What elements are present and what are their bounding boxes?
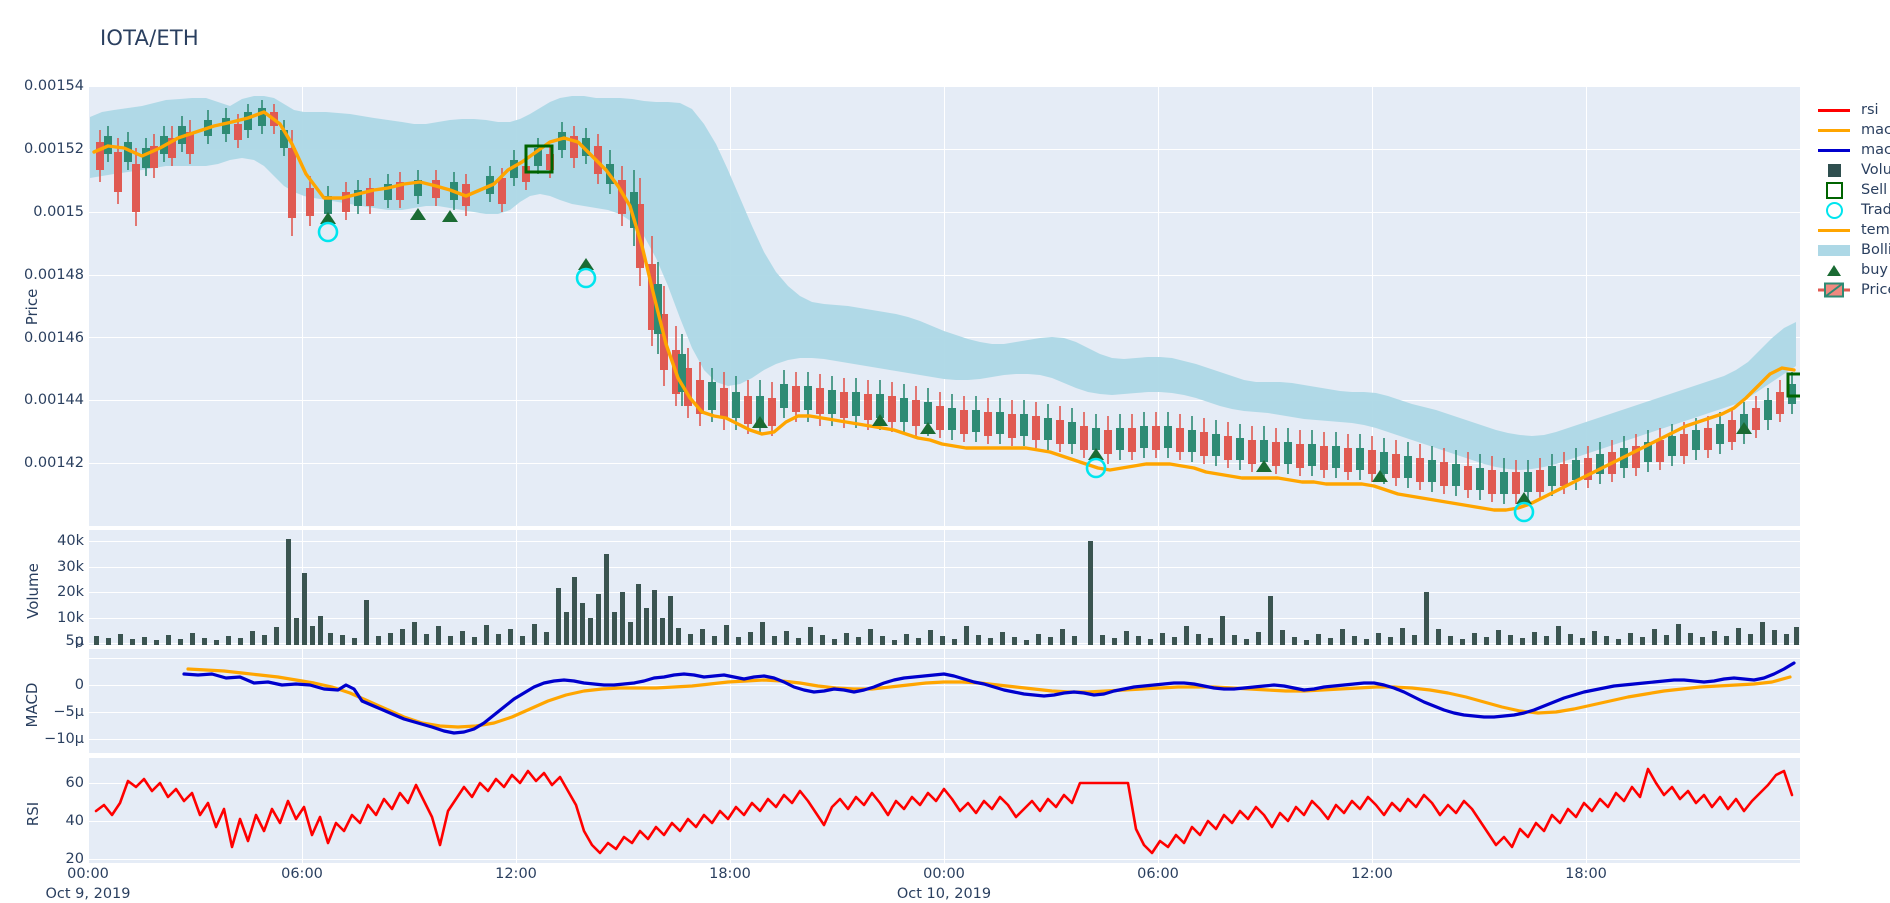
sell-profit-markers [524, 144, 1800, 398]
line-swatch-icon [1813, 100, 1855, 120]
buy-markers [320, 208, 1752, 504]
legend-item-macdsignal[interactable]: macdsignal [1813, 120, 1890, 140]
legend-label-sell-profit: Sell - Profit [1861, 182, 1890, 198]
chart-legend: rsi macdsignal macd Volume Sell - Profit… [1813, 100, 1890, 300]
legend-item-trade-buy[interactable]: Trade buy [1813, 200, 1890, 220]
legend-item-buy[interactable]: buy [1813, 260, 1890, 280]
ytick-volume-3: 10k [57, 610, 84, 626]
price-axis-label: Price [23, 288, 41, 326]
legend-label-trade-buy: Trade buy [1861, 202, 1890, 218]
legend-label-macdsignal: macdsignal [1861, 122, 1890, 138]
ytick-volume-4: 0 [74, 635, 84, 651]
line-swatch-icon [1813, 220, 1855, 240]
ytick-volume-0: 40k [57, 533, 84, 549]
ytick-price-1: 0.00152 [24, 141, 84, 157]
ytick-volume-2: 20k [57, 584, 84, 600]
legend-label-macd: macd [1861, 142, 1890, 158]
bollinger-band-area [90, 96, 1796, 470]
volume-bars-layer [94, 539, 1799, 645]
legend-item-macd[interactable]: macd [1813, 140, 1890, 160]
ytick-price-0: 0.00154 [24, 78, 84, 94]
ytick-macd-1: 0 [74, 677, 84, 693]
macd-lines-layer [182, 661, 1796, 735]
xtick-0: 00:00 [67, 866, 109, 882]
legend-label-rsi: rsi [1861, 102, 1879, 118]
ytick-macd-3: −10µ [44, 731, 84, 747]
ytick-price-5: 0.00144 [24, 392, 84, 408]
open-circle-swatch-icon [1813, 200, 1855, 220]
xdate-label-1: Oct 10, 2019 [896, 886, 992, 902]
ytick-price-6: 0.00142 [24, 455, 84, 471]
legend-item-bollinger-band[interactable]: Bollinger Band [1813, 240, 1890, 260]
macd-axis-label: MACD [23, 682, 41, 728]
legend-label-price: Price [1861, 282, 1890, 298]
legend-item-price[interactable]: Price [1813, 280, 1890, 300]
macd-subplot [88, 649, 1800, 753]
line-swatch-icon [1813, 120, 1855, 140]
xtick-5: 06:00 [1137, 866, 1179, 882]
xdate-label-0: Oct 9, 2019 [45, 886, 131, 902]
line-swatch-icon [1813, 140, 1855, 160]
triangle-up-swatch-icon [1813, 260, 1855, 280]
legend-item-volume[interactable]: Volume [1813, 160, 1890, 180]
rsi-line [94, 767, 1794, 855]
trade-buy-markers [317, 221, 1535, 523]
price-subplot [88, 86, 1800, 526]
ytick-rsi-0: 60 [65, 775, 84, 791]
ytick-macd-0: 5µ [65, 633, 84, 649]
xtick-3: 18:00 [709, 866, 751, 882]
ytick-macd-2: −5µ [53, 704, 84, 720]
macd-line [182, 661, 1796, 735]
band-swatch-icon [1813, 240, 1855, 260]
rsi-line-layer [94, 767, 1794, 855]
legend-label-volume: Volume [1861, 162, 1890, 178]
ytick-price-2: 0.0015 [33, 204, 84, 220]
xtick-4: 00:00 [923, 866, 965, 882]
candlestick-swatch-icon [1813, 280, 1855, 300]
ytick-rsi-2: 20 [65, 851, 84, 867]
ytick-price-4: 0.00146 [24, 330, 84, 346]
xtick-6: 12:00 [1351, 866, 1393, 882]
filled-square-swatch-icon [1813, 160, 1855, 180]
legend-label-buy: buy [1861, 262, 1888, 278]
rsi-subplot [88, 757, 1800, 863]
macdsignal-line [186, 667, 1792, 729]
xtick-2: 12:00 [495, 866, 537, 882]
price-plot-layer [90, 96, 1800, 523]
legend-item-tema[interactable]: tema [1813, 220, 1890, 240]
ytick-price-3: 0.00148 [24, 267, 84, 283]
volume-axis-label: Volume [24, 563, 42, 619]
legend-label-tema: tema [1861, 222, 1890, 238]
xtick-1: 06:00 [281, 866, 323, 882]
xtick-7: 18:00 [1565, 866, 1607, 882]
ytick-volume-1: 30k [57, 559, 84, 575]
legend-item-rsi[interactable]: rsi [1813, 100, 1890, 120]
volume-subplot [88, 530, 1800, 645]
legend-item-sell-profit[interactable]: Sell - Profit [1813, 180, 1890, 200]
chart-title: IOTA/ETH [100, 26, 199, 50]
ytick-rsi-1: 40 [65, 813, 84, 829]
open-square-swatch-icon [1813, 180, 1855, 200]
rsi-axis-label: RSI [24, 801, 42, 827]
legend-label-bollinger-band: Bollinger Band [1861, 242, 1890, 258]
